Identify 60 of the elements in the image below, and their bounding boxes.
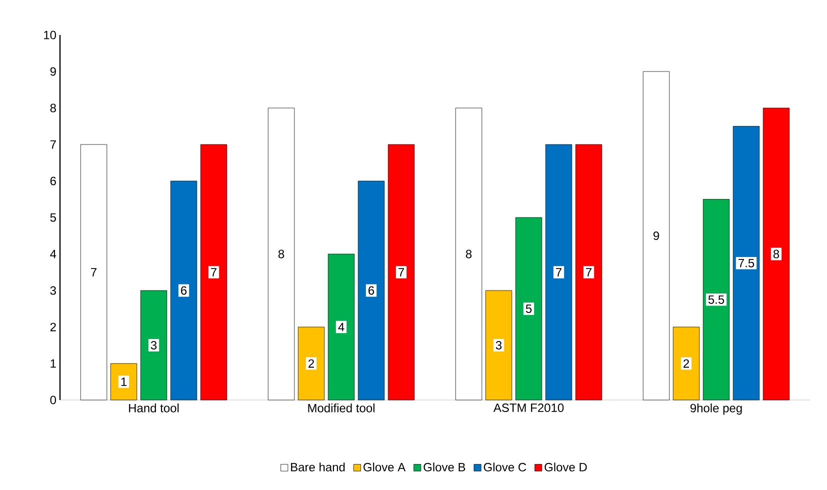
- data-label: 5.5: [708, 295, 724, 304]
- bar: [515, 217, 542, 400]
- bar: [672, 326, 700, 400]
- y-tick-label: 1: [50, 359, 56, 368]
- bar: [545, 144, 572, 400]
- data-label: 7: [586, 268, 592, 276]
- bar: [732, 126, 760, 400]
- bar: [702, 199, 730, 400]
- y-tick-label: 6: [50, 176, 56, 186]
- y-tick-label: 8: [50, 104, 56, 112]
- y-tick-label: 3: [50, 286, 56, 295]
- legend-label: Glove A: [364, 462, 406, 472]
- legend-label: Glove C: [484, 462, 526, 472]
- data-label: 4: [338, 322, 344, 332]
- data-label: 8: [466, 250, 472, 258]
- bar: [485, 290, 512, 400]
- data-label: 7: [556, 268, 562, 276]
- data-label: 8: [773, 250, 780, 258]
- y-tick-label: 10: [44, 30, 56, 40]
- legend-label: Glove B: [424, 462, 466, 472]
- data-label: 7.5: [738, 258, 754, 268]
- bar: [80, 144, 108, 400]
- data-label: 6: [368, 286, 374, 295]
- bar: [268, 108, 295, 400]
- bar: [200, 144, 228, 400]
- legend-label: Glove D: [544, 462, 587, 472]
- data-label: 7: [91, 268, 96, 276]
- data-label: 6: [181, 286, 187, 295]
- data-label: 2: [308, 359, 314, 368]
- y-tick-label: 5: [50, 213, 56, 222]
- bar: [455, 108, 482, 400]
- x-tick-label: Modified tool: [308, 404, 374, 412]
- bar: [298, 326, 325, 400]
- data-label: 8: [278, 250, 284, 258]
- bar: [642, 71, 670, 400]
- bar: [328, 254, 355, 400]
- x-tick-label: Hand tool: [129, 404, 179, 412]
- bar: [140, 290, 168, 400]
- x-tick-label: 9hole peg: [690, 404, 742, 415]
- y-tick-label: 2: [50, 322, 56, 332]
- y-tick-label: 9: [50, 67, 56, 76]
- bar: [388, 144, 415, 400]
- y-tick-label: 4: [50, 250, 56, 258]
- data-label: 1: [121, 378, 127, 386]
- bar: [762, 108, 790, 400]
- data-label: 7: [398, 268, 404, 276]
- data-label: 7: [211, 268, 216, 276]
- data-label: 5: [526, 304, 532, 313]
- legend-label: Bare hand: [291, 462, 345, 472]
- bar: [575, 144, 602, 400]
- data-label: 3: [150, 341, 157, 350]
- bar: [170, 180, 198, 400]
- data-label: 2: [684, 359, 689, 368]
- y-tick-label: 7: [50, 140, 56, 149]
- y-tick-label: 0: [50, 396, 56, 404]
- data-label: 9: [653, 232, 660, 240]
- data-label: 3: [496, 341, 502, 350]
- x-tick-label: ASTM F2010: [493, 404, 564, 412]
- bar: [110, 363, 138, 400]
- bar: [358, 180, 385, 400]
